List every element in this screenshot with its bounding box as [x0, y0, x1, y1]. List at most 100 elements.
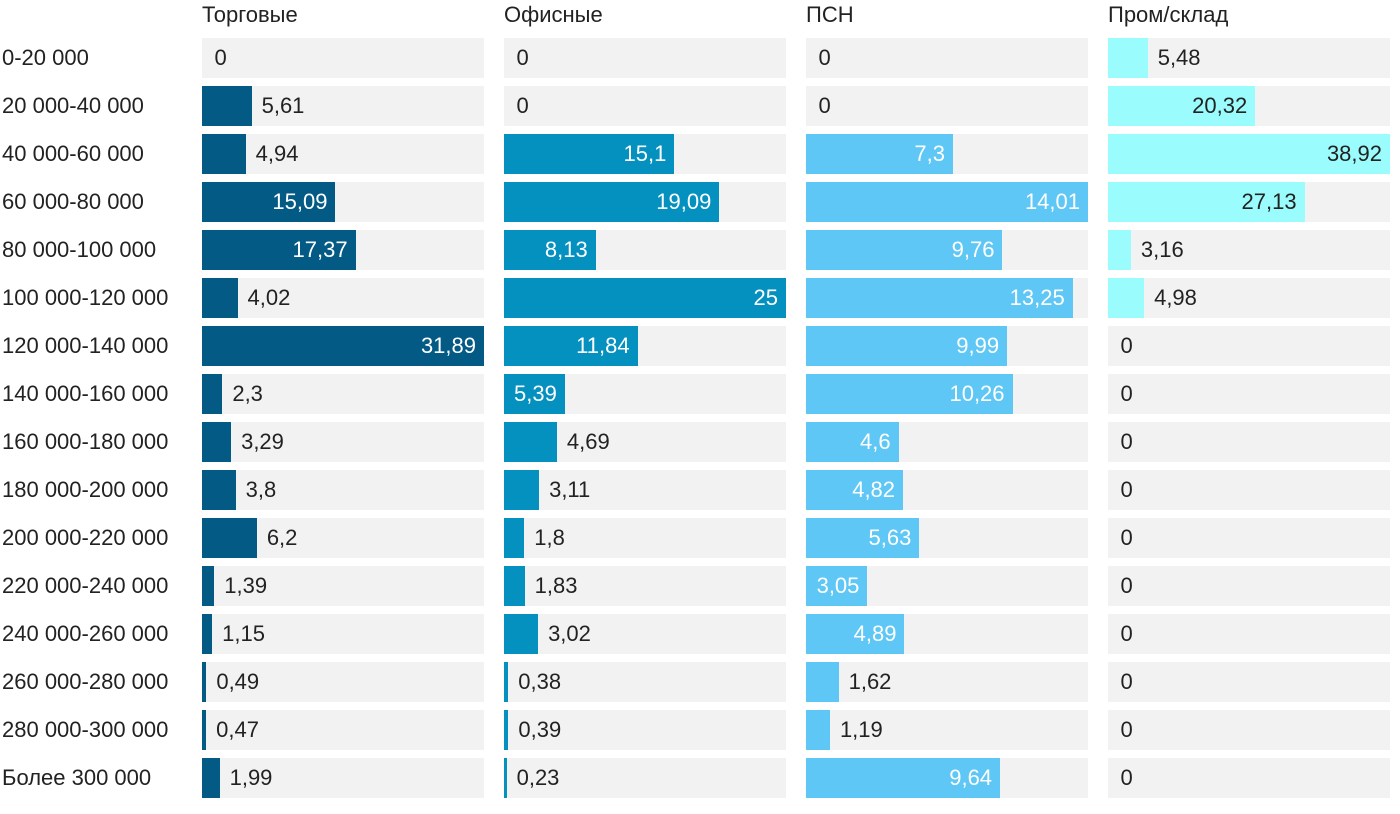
- value-label: 4,6: [860, 429, 891, 454]
- bar-track: 31,89: [202, 326, 484, 366]
- bar-track: 3,29: [202, 422, 484, 462]
- value-label: 0: [516, 93, 529, 118]
- value-label: 15,09: [272, 189, 328, 214]
- category-label: 120 000-140 000: [2, 333, 169, 358]
- value-label: 0: [214, 45, 227, 70]
- bar-track: 19,09: [504, 182, 786, 222]
- value-label: 3,11: [549, 477, 591, 502]
- value-label: 25: [753, 285, 778, 310]
- value-label: 0,47: [216, 717, 259, 742]
- bar-track: 0: [806, 86, 1088, 126]
- bar-track: 3,05: [806, 566, 1088, 606]
- category-label: 40 000-60 000: [2, 141, 144, 166]
- bar-track: 0,39: [504, 710, 786, 750]
- value-label: 1,15: [222, 621, 265, 646]
- bar: [504, 182, 720, 222]
- value-label: 8,13: [544, 237, 588, 262]
- value-label: 19,09: [656, 189, 712, 214]
- value-label: 10,26: [949, 381, 1005, 406]
- value-label: 13,25: [1009, 285, 1065, 310]
- value-label: 1,99: [229, 765, 273, 790]
- bar-track: 4,82: [806, 470, 1088, 510]
- bar: [202, 758, 220, 798]
- bar-track: 3,02: [504, 614, 786, 654]
- bar: [806, 710, 830, 750]
- value-label: 0,38: [518, 669, 562, 694]
- value-label: 3,29: [241, 429, 284, 454]
- value-label: 17,37: [292, 237, 348, 262]
- bar-track: 9,64: [806, 758, 1088, 798]
- bar-track: 5,48: [1108, 38, 1390, 78]
- value-label: 38,92: [1326, 141, 1382, 166]
- bar-track: 0: [1108, 614, 1390, 654]
- bar: [806, 566, 868, 606]
- value-label: 0: [1120, 477, 1133, 502]
- bar: [202, 518, 257, 558]
- bar-track: 5,39: [504, 374, 786, 414]
- bar-track: 4,02: [202, 278, 484, 318]
- bar-track: 3,11: [504, 470, 786, 510]
- value-label: 1,83: [534, 573, 578, 598]
- bar-track: 1,15: [202, 614, 484, 654]
- value-label: 9,99: [956, 333, 1000, 358]
- bar: [806, 278, 1073, 318]
- value-label: 1,39: [224, 573, 268, 598]
- bar: [1108, 134, 1390, 174]
- bar-track: 0: [1108, 566, 1390, 606]
- bar-track: 0: [504, 38, 786, 78]
- value-label: 0: [1120, 525, 1133, 550]
- bar: [202, 566, 215, 606]
- series-title: Офисные: [504, 2, 603, 27]
- series-title: ПСН: [806, 2, 854, 27]
- category-label: 160 000-180 000: [2, 429, 169, 454]
- value-label: 4,89: [853, 621, 897, 646]
- bar-track: 25: [504, 278, 786, 318]
- value-label: 6,2: [266, 525, 298, 550]
- bar: [504, 326, 638, 366]
- value-label: 0: [1120, 717, 1133, 742]
- bar-track: 0: [1108, 470, 1390, 510]
- bar: [806, 422, 899, 462]
- bar-track: 0,47: [202, 710, 484, 750]
- bar-track: 10,26: [806, 374, 1088, 414]
- bar-track: 11,84: [504, 326, 786, 366]
- category-label: 240 000-260 000: [2, 621, 169, 646]
- bar-track: 0,49: [202, 662, 484, 702]
- bar-track: 1,83: [504, 566, 786, 606]
- bar: [504, 230, 596, 270]
- value-label: 4,02: [247, 285, 291, 310]
- bar: [202, 710, 207, 750]
- bar-track: 9,99: [806, 326, 1088, 366]
- bar-track: 3,16: [1108, 230, 1390, 270]
- value-label: 3,02: [548, 621, 591, 646]
- bar-track: 4,69: [504, 422, 786, 462]
- value-label: 1,62: [848, 669, 892, 694]
- category-label: 60 000-80 000: [2, 189, 144, 214]
- bar: [504, 614, 539, 654]
- bar-track: 0: [806, 38, 1088, 78]
- bar-track: 13,25: [806, 278, 1088, 318]
- bar-track: 7,3: [806, 134, 1088, 174]
- value-label: 3,05: [816, 573, 860, 598]
- bar-track: 20,32: [1108, 86, 1390, 126]
- category-label: Более 300 000: [2, 765, 152, 790]
- series-title: Торговые: [202, 2, 298, 27]
- value-label: 1,8: [534, 525, 565, 550]
- bar-track: 0: [504, 86, 786, 126]
- bar: [1108, 86, 1256, 126]
- bar: [504, 422, 557, 462]
- bar-track: 17,37: [202, 230, 484, 270]
- value-label: 0,39: [518, 717, 562, 742]
- bar-track: 2,3: [202, 374, 484, 414]
- bar: [202, 182, 336, 222]
- value-label: 1,19: [839, 717, 883, 742]
- bar-track: 1,39: [202, 566, 484, 606]
- bar: [202, 86, 252, 126]
- bar-track: 15,1: [504, 134, 786, 174]
- bar-track: 14,01: [806, 182, 1088, 222]
- bar: [202, 614, 213, 654]
- value-label: 5,39: [513, 381, 557, 406]
- bar: [504, 278, 786, 318]
- bar-track: 0: [1108, 758, 1390, 798]
- value-label: 0: [1120, 573, 1133, 598]
